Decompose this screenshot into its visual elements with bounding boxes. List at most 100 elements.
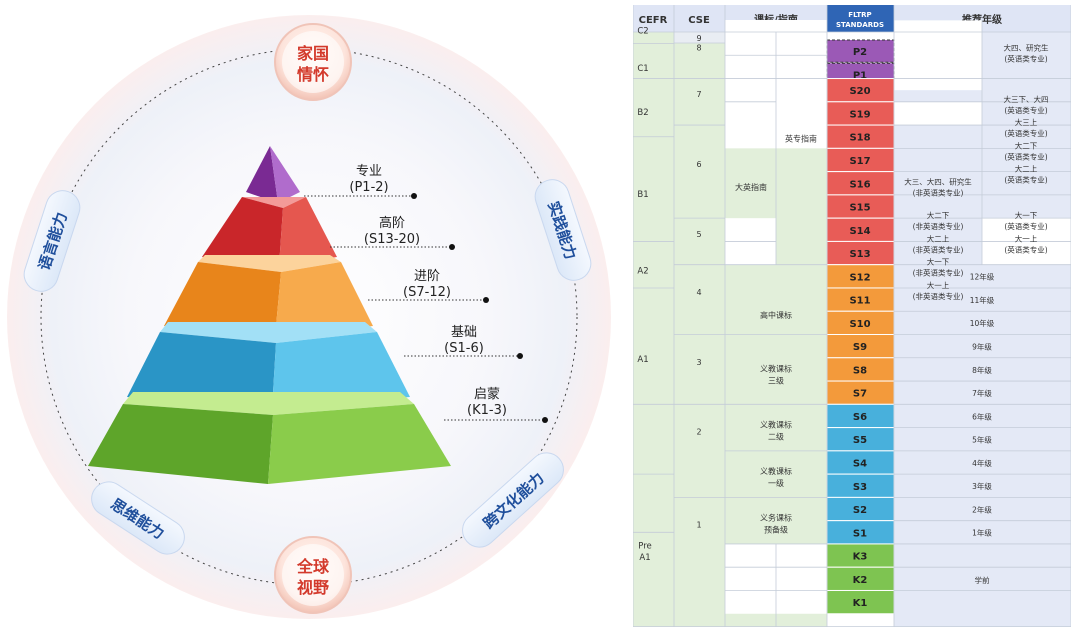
- badge-line: 视野: [297, 578, 329, 597]
- grade-column-bg: [894, 32, 1071, 627]
- grade-non-major: (非英语类专业): [913, 221, 964, 231]
- grade-major: (英语类专业): [1004, 105, 1047, 115]
- empty-cell: [894, 20, 982, 91]
- level-range: (P1-2): [349, 180, 388, 195]
- level-label: S19: [849, 109, 870, 120]
- grade-non-major: 大二上: [927, 233, 950, 243]
- standards-table: CEFRCSE课标/指南FLTRPSTANDARDS推荐年级P2P1S20S19…: [632, 5, 1072, 627]
- grade-non-major: 大一下: [927, 257, 950, 267]
- tier-2-right-face: [279, 197, 337, 266]
- level-label: S9: [853, 342, 867, 353]
- badge-home-feelings: 家国 情怀: [274, 23, 352, 101]
- level-label: S16: [849, 179, 870, 190]
- level-label: S20: [849, 86, 870, 97]
- level-label: P1: [853, 70, 867, 81]
- guide-label: 义教课标: [760, 364, 792, 374]
- standards-table-canvas: CEFRCSE课标/指南FLTRPSTANDARDS推荐年级P2P1S20S19…: [632, 5, 1072, 627]
- level-label: S5: [853, 435, 867, 446]
- grade-school: 2年级: [972, 504, 992, 514]
- pyramid-canvas: 专业 (P1-2) 高阶 (S13-20) 进阶 (S7-12) 基础 (S1-…: [7, 15, 611, 619]
- tier-1-left-face: [246, 146, 278, 203]
- tier-5-left-face: [88, 404, 273, 484]
- header-fltrp: STANDARDS: [836, 21, 884, 29]
- pyramid-tier-3: [164, 255, 373, 337]
- tier-4-right-face: [272, 332, 410, 409]
- tier-3-top-face: [198, 255, 341, 272]
- guide-label: 三级: [768, 376, 784, 386]
- grade-major: (英语类专业): [1004, 151, 1047, 161]
- grade-school: 8年级: [972, 365, 992, 375]
- cefr-label: C2: [637, 27, 648, 37]
- tier-3-left-face: [164, 262, 281, 337]
- guide-label: 义教课标: [760, 466, 792, 476]
- level-label: P2: [853, 47, 867, 58]
- pyramid-tier-4: [127, 322, 410, 409]
- leader-dot: [411, 193, 417, 199]
- leader-dot: [483, 297, 489, 303]
- grade-major: (英语类专业): [1004, 175, 1047, 185]
- level-label: S18: [849, 133, 870, 144]
- cse-label: 9: [696, 34, 701, 43]
- grade-school: 9年级: [972, 342, 992, 352]
- level-label: K3: [853, 552, 868, 563]
- badge-line: 家国: [297, 44, 329, 63]
- grade-major: 大一上: [1015, 233, 1038, 243]
- level-label: S10: [849, 319, 870, 330]
- pyramid-tier-2: [202, 197, 337, 266]
- grade-major: (英语类专业): [1004, 54, 1047, 64]
- guide-label: 二级: [768, 432, 784, 442]
- tier-4-top-face: [160, 322, 377, 343]
- cse-label: 2: [696, 428, 701, 437]
- grade-non-major: (非英语类专业): [913, 291, 964, 301]
- level-label: S13: [849, 249, 870, 260]
- grade-major: (英语类专业): [1004, 221, 1047, 231]
- grade-non-major: 大二下: [927, 210, 950, 220]
- level-label: S1: [853, 528, 867, 539]
- cefr-label: C1: [637, 64, 648, 74]
- cefr-label: A1: [637, 355, 648, 365]
- guide-label: 义务课标: [760, 513, 792, 523]
- leader-dot: [517, 353, 523, 359]
- level-range: (S13-20): [364, 232, 420, 247]
- level-label-4: 基础 (S1-6): [404, 325, 523, 359]
- cse-label: 7: [696, 90, 701, 99]
- level-label: S6: [853, 412, 867, 423]
- empty-cell: [894, 101, 982, 126]
- grade-major: 大一下: [1015, 210, 1038, 220]
- level-label-2: 高阶 (S13-20): [330, 215, 455, 250]
- grade-non-major: (非英语类专业): [913, 244, 964, 254]
- grade-non-major: 大一上: [927, 280, 950, 290]
- level-range: (S1-6): [444, 341, 484, 356]
- grade-major: 大三下、大四: [1004, 94, 1049, 104]
- leader-dot: [449, 244, 455, 250]
- grade-school: 5年级: [972, 435, 992, 445]
- badge-line: 情怀: [297, 65, 329, 84]
- grade-school: 3年级: [972, 481, 992, 491]
- tier-5-right-face: [268, 404, 451, 484]
- grade-major: 大二下: [1015, 140, 1038, 150]
- grade-major: (英语类专业): [1004, 128, 1047, 138]
- cefr-label: B1: [637, 190, 648, 200]
- grade-school: 6年级: [972, 411, 992, 421]
- tier-2-left-face: [202, 197, 283, 266]
- guide-label: 义教课标: [760, 420, 792, 430]
- badge-global-vision: 全球 视野: [274, 536, 352, 614]
- fltrp-header-bg: [827, 5, 894, 32]
- pyramid-diagram: 专业 (P1-2) 高阶 (S13-20) 进阶 (S7-12) 基础 (S1-…: [7, 15, 611, 619]
- pyramid-tier-5: [88, 392, 451, 484]
- level-label: S14: [849, 226, 870, 237]
- guide-label: 一级: [768, 478, 784, 488]
- cefr-label: B2: [637, 108, 648, 118]
- level-name: 进阶: [414, 269, 440, 284]
- grade-non-major: (非英语类专业): [913, 268, 964, 278]
- guide-label: 高中课标: [760, 310, 792, 320]
- tier-1-right-face: [270, 146, 300, 203]
- cefr-column-bg: [633, 32, 674, 627]
- level-label: K1: [853, 598, 868, 609]
- grade-school: 学前: [975, 575, 990, 585]
- grade-school: 12年级: [970, 272, 995, 282]
- cefr-label: A2: [637, 266, 648, 276]
- grade-major: (英语类专业): [1004, 244, 1047, 254]
- level-label: K2: [853, 575, 868, 586]
- guide-label: 英专指南: [785, 133, 817, 143]
